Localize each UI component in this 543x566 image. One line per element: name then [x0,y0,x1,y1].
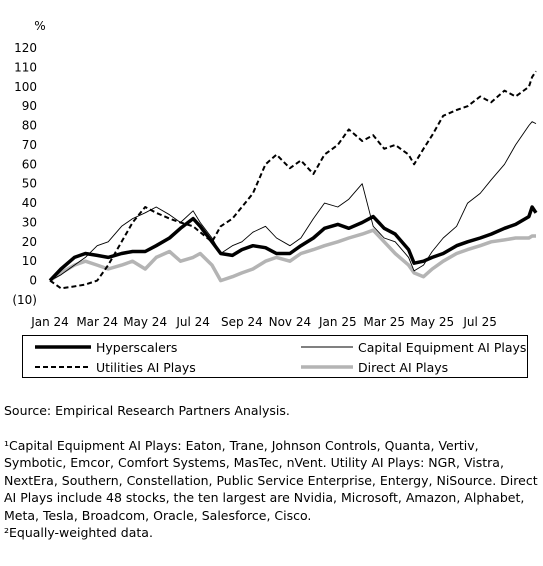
series-layer [48,70,538,290]
legend-item-direct-ai: Direct AI Plays [301,357,448,377]
legend-item-hyperscalers: Hyperscalers [35,337,177,357]
y-tick-label: 110 [14,60,37,74]
x-axis: Jan 24 Mar 24 May 24 Jul 24 Sep 24 Nov 24 Jan … [30,315,497,329]
source-note: Source: Empirical Research Partners Anal… [4,403,290,418]
line-chart: % (10) 0 10 20 30 40 50 60 70 80 90 100 110 120 Jan 2… [12,19,538,329]
series-line-hyperscalers [48,205,538,282]
x-tick-label: Jul 25 [462,315,497,329]
y-tick-label: 40 [22,196,37,210]
legend-label-hyperscalers: Hyperscalers [96,339,178,355]
legend-item-capital-equipment: Capital Equipment AI Plays [301,337,526,357]
legend-swatch-capital-equipment [301,346,353,348]
y-tick-label: 0 [29,274,37,288]
legend-label-direct-ai: Direct AI Plays [358,359,449,375]
series-line-capital-equipment-ai-plays [49,121,537,281]
legend-swatch-direct-ai [301,365,353,369]
legend-label-capital-equipment: Capital Equipment AI Plays [358,339,527,355]
y-tick-label: 70 [22,138,37,152]
x-tick-label: Jul 24 [175,315,210,329]
legend-label-utilities: Utilities AI Plays [96,359,196,375]
legend-swatch-utilities [35,366,91,368]
series-line-direct-ai-plays [48,228,536,283]
legend-item-utilities: Utilities AI Plays [35,357,196,377]
x-tick-label: May 25 [410,315,454,329]
chart-legend: Hyperscalers Capital Equipment AI Plays … [22,335,528,378]
y-tick-label: 60 [22,157,37,171]
footnote-1: ¹Capital Equipment AI Plays: Eaton, Tran… [4,437,538,523]
y-tick-label: 90 [22,99,37,113]
x-tick-label: Jan 25 [318,315,357,329]
series-line-utilities-ai-plays [49,70,537,290]
y-axis-label: % [34,19,45,33]
footnote-2: ²Equally-weighted data. [4,525,153,540]
x-tick-label: Sep 24 [221,315,263,329]
y-tick-label: 50 [22,177,37,191]
x-tick-label: Jan 24 [30,315,69,329]
x-tick-label: Mar 25 [363,315,405,329]
x-tick-label: Mar 24 [76,315,118,329]
y-tick-label: 10 [22,254,37,268]
y-tick-label: (10) [12,293,37,307]
y-tick-label: 80 [22,119,37,133]
y-tick-label: 20 [22,235,37,249]
y-tick-label: 30 [22,215,37,229]
y-axis: (10) 0 10 20 30 40 50 60 70 80 90 100 110 120 [12,41,37,307]
y-tick-label: 120 [14,41,37,55]
x-tick-label: May 24 [123,315,167,329]
chart-notes: Source: Empirical Research Partners Anal… [4,402,540,542]
y-tick-label: 100 [14,80,37,94]
legend-swatch-hyperscalers [35,345,91,349]
x-tick-label: Nov 24 [269,315,312,329]
